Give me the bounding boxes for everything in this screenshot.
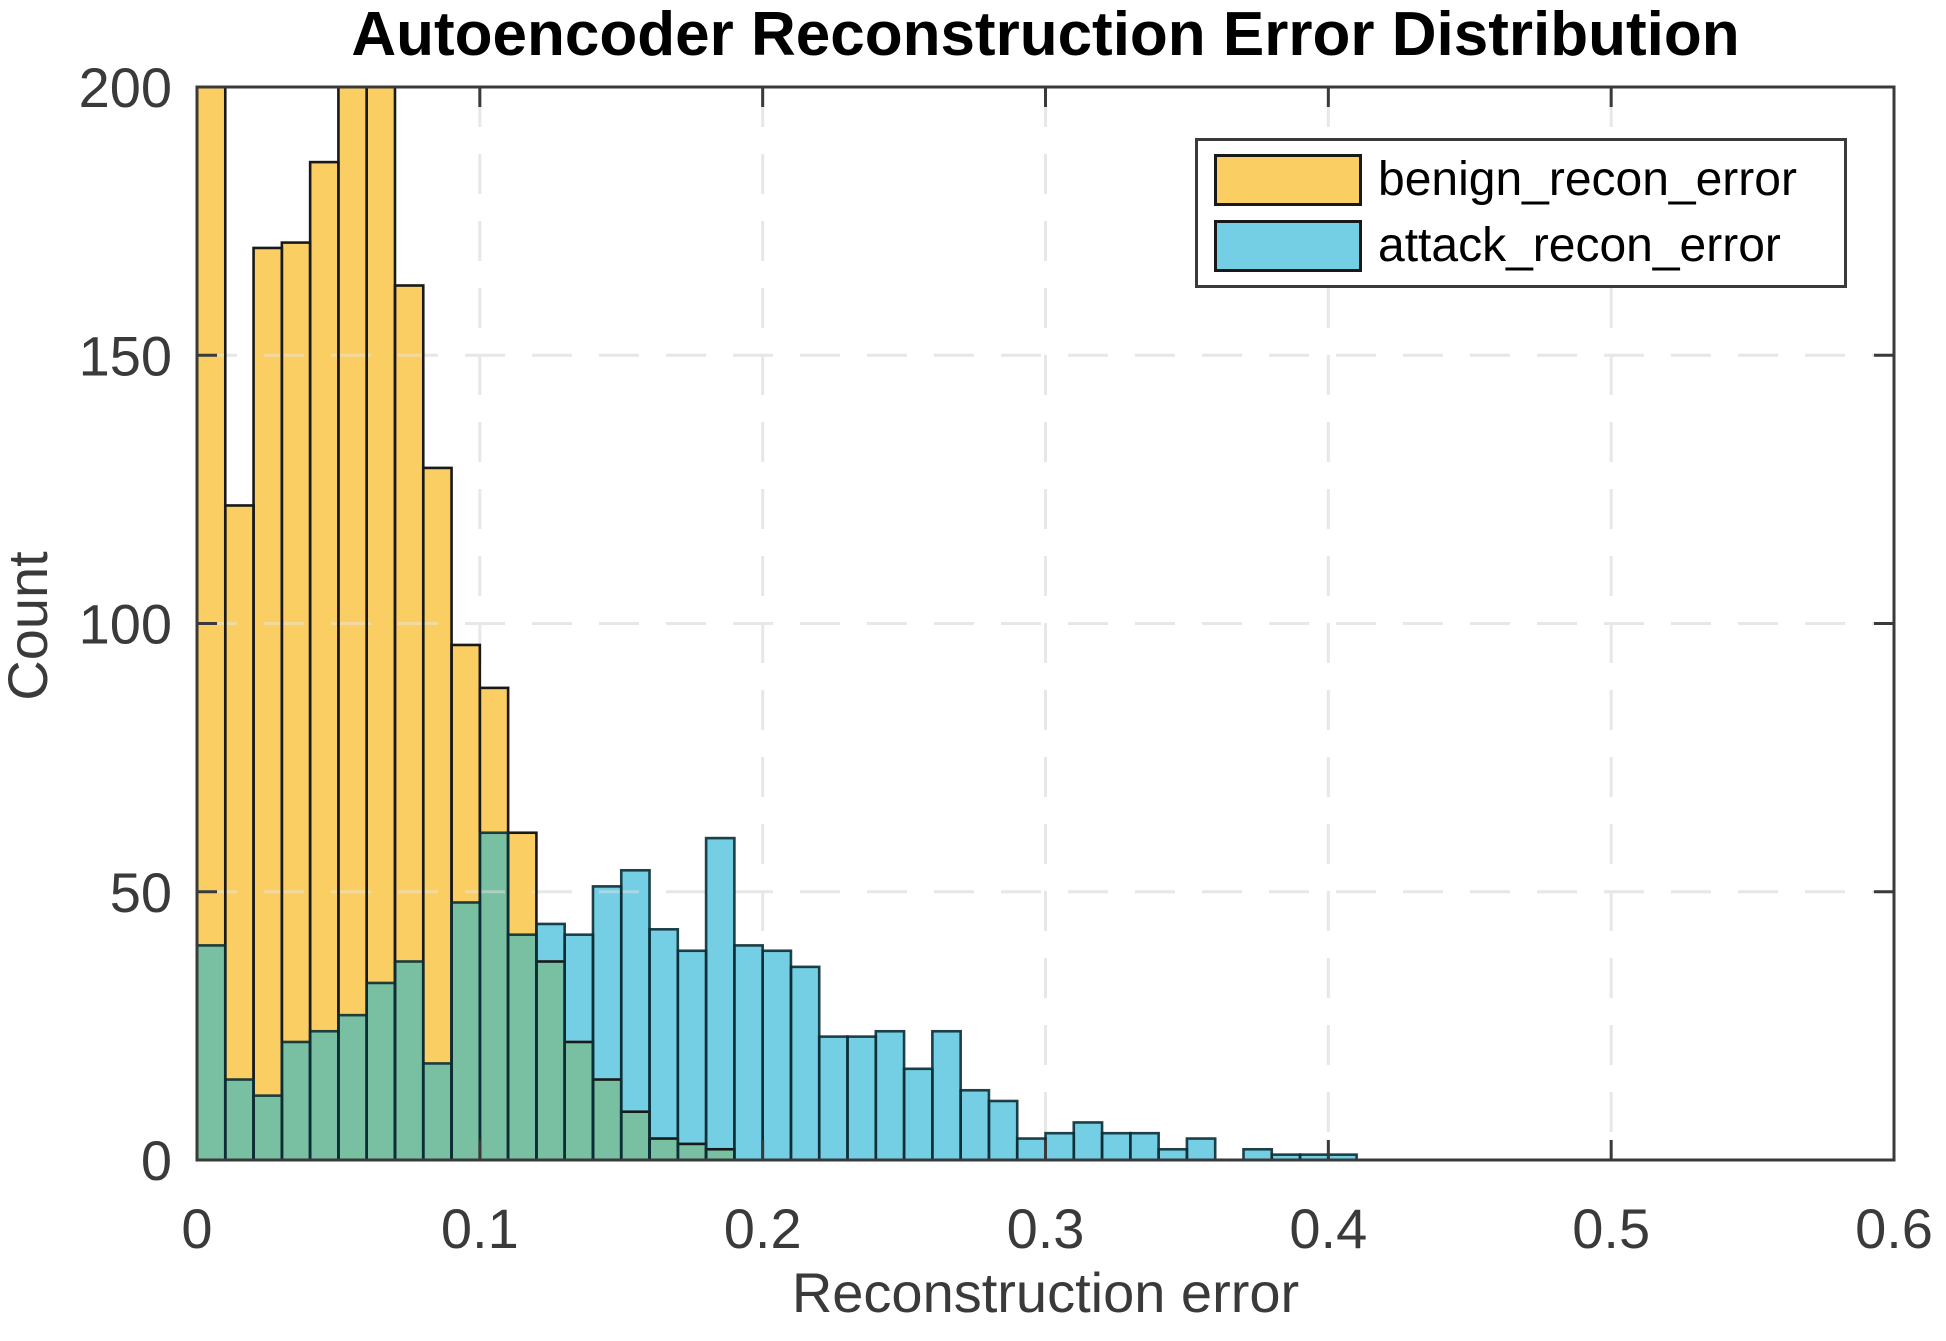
bar-overlap-segment xyxy=(197,945,226,1160)
bar-benign-segment xyxy=(508,832,537,935)
bar-attack-segment xyxy=(960,1090,989,1160)
y-tick-label: 0 xyxy=(141,1129,172,1192)
bar-attack-outline xyxy=(393,960,425,1160)
x-tick-label: 0.2 xyxy=(724,1197,802,1260)
bar-overlap-segment xyxy=(536,961,565,1160)
bar-benign-segment xyxy=(281,242,311,1042)
bar-attack-segment xyxy=(536,923,565,962)
bar-overlap-segment xyxy=(451,902,480,1160)
bar-attack-segment xyxy=(875,1031,905,1160)
legend-label-benign: benign_recon_error xyxy=(1378,153,1797,206)
tick-labels: 0 0.1 0.2 0.3 0.4 0.5 0.6 0 50 100 150 200 xyxy=(79,56,1933,1260)
bar-overlap-segment xyxy=(621,1111,650,1160)
y-tick-label: 100 xyxy=(79,593,172,656)
bar-overlap-segment xyxy=(508,934,537,1160)
bar-overlap-segment xyxy=(479,832,509,1160)
bar-attack-segment xyxy=(706,838,735,1150)
bar-overlap-segment xyxy=(225,1079,254,1160)
bar-benign-segment xyxy=(479,687,509,833)
legend-entry-benign: benign_recon_error xyxy=(1214,154,1834,206)
bar-attack-segment xyxy=(932,1031,961,1160)
bar-benign-segment xyxy=(225,505,254,1080)
bar-overlap-segment xyxy=(394,961,424,1160)
axis-ticks xyxy=(195,85,1896,1162)
bar-attack-segment xyxy=(564,934,593,1042)
bar-overlap-segment xyxy=(706,1149,735,1160)
bar-overlap-segment xyxy=(366,982,395,1160)
bar-attack-segment xyxy=(1073,1122,1103,1160)
bar-benign-segment xyxy=(197,87,226,946)
bar-benign-segment xyxy=(253,247,282,1096)
legend-swatch-benign xyxy=(1214,154,1362,206)
x-axis-label: Reconstruction error xyxy=(791,1261,1300,1324)
bar-attack-segment xyxy=(904,1068,933,1160)
bar-attack-segment xyxy=(1243,1149,1272,1160)
bar-attack-segment xyxy=(1328,1154,1357,1160)
chart-title: Autoencoder Reconstruction Error Distrib… xyxy=(351,0,1740,69)
bar-benign-segment xyxy=(394,285,424,962)
bar-benign-segment xyxy=(451,644,480,903)
bar-attack-segment xyxy=(734,945,763,1160)
bar-overlap-segment xyxy=(281,1041,311,1160)
bar-attack-segment xyxy=(649,929,678,1139)
bar-attack-segment xyxy=(1130,1133,1159,1160)
bar-attack-segment xyxy=(1045,1133,1074,1160)
bar-attack-segment xyxy=(1017,1138,1046,1160)
x-tick-label: 0.1 xyxy=(441,1197,519,1260)
bar-overlap-segment xyxy=(649,1138,678,1160)
bar-benign-segment xyxy=(423,467,452,1064)
legend-label-attack: attack_recon_error xyxy=(1378,219,1781,272)
bar-attack-segment xyxy=(1271,1154,1301,1160)
bar-benign-segment xyxy=(366,87,395,983)
x-tick-label: 0.4 xyxy=(1289,1197,1367,1260)
y-tick-label: 200 xyxy=(79,56,172,119)
legend-entry-attack: attack_recon_error xyxy=(1214,220,1834,272)
bar-attack-segment xyxy=(790,966,820,1160)
bar-attack-segment xyxy=(1186,1138,1216,1160)
x-tick-label: 0.3 xyxy=(1007,1197,1085,1260)
histogram-bars xyxy=(196,87,1894,1160)
bar-attack-segment xyxy=(677,950,707,1144)
bar-overlap-segment xyxy=(677,1143,707,1160)
bar-attack-outline xyxy=(1185,1137,1217,1160)
bar-attack-segment xyxy=(592,886,622,1080)
legend: benign_recon_error attack_recon_error xyxy=(1195,138,1847,288)
x-tick-label: 0.6 xyxy=(1855,1197,1933,1260)
x-tick-label: 0.5 xyxy=(1572,1197,1650,1260)
bar-overlap-segment xyxy=(253,1095,282,1160)
bar-attack-segment xyxy=(1300,1154,1329,1160)
bar-attack-segment xyxy=(847,1036,876,1160)
bar-attack-segment xyxy=(819,1036,848,1160)
bar-attack-segment xyxy=(1158,1149,1187,1160)
bar-overlap-segment xyxy=(592,1079,622,1160)
y-axis-label: Count xyxy=(0,551,59,701)
bar-benign-segment xyxy=(338,87,367,1016)
bar-overlap-segment xyxy=(310,1031,339,1160)
bar-attack-segment xyxy=(621,870,650,1112)
y-tick-label: 50 xyxy=(110,861,172,924)
bar-attack-segment xyxy=(988,1100,1018,1160)
bar-overlap-segment xyxy=(564,1041,593,1160)
bar-attack-segment xyxy=(762,950,791,1160)
y-tick-label: 150 xyxy=(79,324,172,387)
bar-overlap-segment xyxy=(338,1015,367,1160)
bar-benign-segment xyxy=(310,162,339,1032)
bar-attack-outline xyxy=(1129,1131,1160,1160)
bar-attack-segment xyxy=(1102,1133,1131,1160)
legend-swatch-attack xyxy=(1214,220,1362,272)
x-tick-label: 0 xyxy=(181,1197,212,1260)
bar-overlap-segment xyxy=(423,1063,452,1160)
